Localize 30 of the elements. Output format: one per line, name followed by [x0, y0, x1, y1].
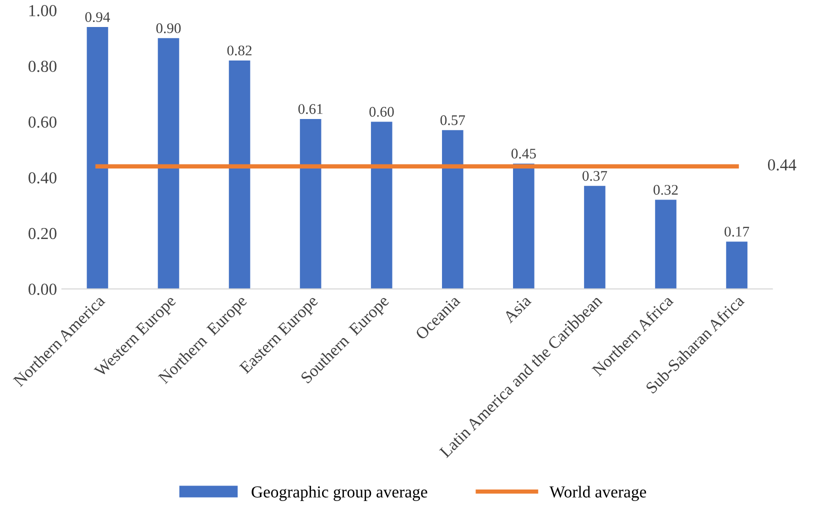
data-label: 0.90: [156, 23, 181, 34]
data-label: 0.60: [369, 106, 394, 117]
y-tick-label: 0.60: [28, 116, 56, 128]
bar: [442, 130, 464, 289]
data-label: 0.94: [85, 12, 110, 22]
data-label: 0.32: [654, 184, 678, 195]
y-tick-label: 0.00: [28, 284, 56, 295]
bar: [513, 164, 534, 289]
data-label: 0.57: [440, 115, 465, 126]
x-tick-label: Asia: [502, 294, 532, 324]
data-label: 0.17: [724, 226, 750, 237]
legend-label: World average: [549, 486, 646, 501]
data-label: 0.44: [768, 159, 796, 171]
bar: [655, 200, 676, 289]
y-tick-label: 0.80: [28, 60, 56, 72]
y-tick-label: 0.40: [28, 172, 56, 184]
bar: [158, 38, 180, 289]
bar: [86, 27, 108, 289]
data-label: 0.82: [227, 46, 252, 56]
bar: [370, 122, 392, 289]
legend-label: Geographic group average: [252, 486, 428, 501]
bar: [584, 186, 606, 289]
y-tick-label: 1.00: [29, 5, 56, 16]
data-label: 0.37: [582, 170, 608, 181]
bar: [300, 118, 322, 289]
y-tick-label: 0.20: [28, 228, 56, 240]
bar: [228, 60, 250, 289]
bar: [726, 242, 748, 289]
data-label: 0.61: [298, 104, 322, 114]
data-label: 0.45: [511, 148, 536, 159]
